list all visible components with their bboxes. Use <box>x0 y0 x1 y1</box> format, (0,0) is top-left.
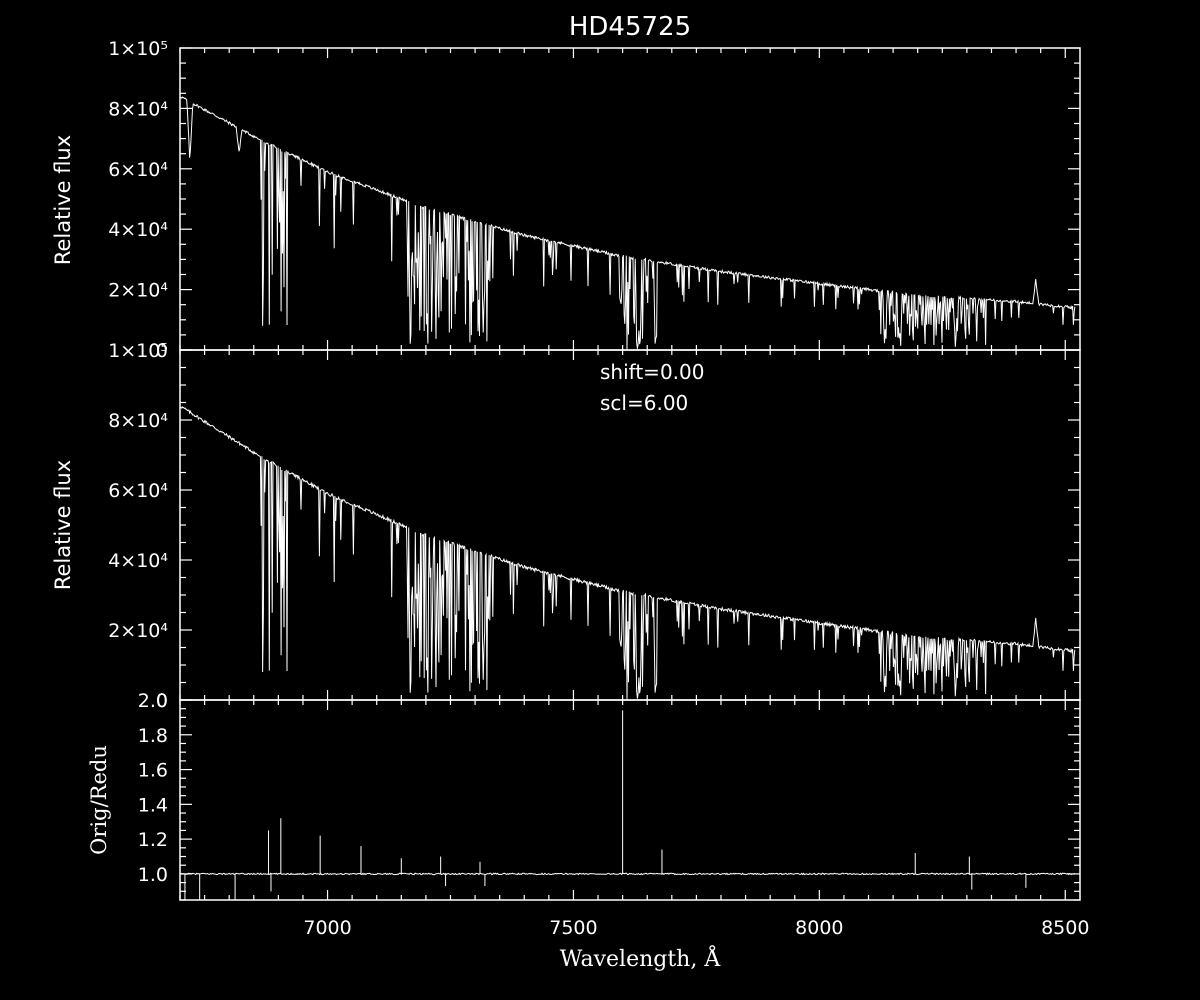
chart-title: HD45725 <box>569 12 691 42</box>
shift-annotation: shift=0.00 <box>600 360 704 384</box>
y-tick-label: 4×10⁴ <box>108 550 168 572</box>
y-tick-label: 8×10⁴ <box>108 410 168 432</box>
y-tick-label: 0 <box>156 690 168 712</box>
y-tick-label: 2.0 <box>138 690 168 712</box>
scl-annotation: scl=6.00 <box>600 391 688 415</box>
y-tick-label: 1.4 <box>138 794 168 816</box>
x-tick-label: 7500 <box>549 917 597 939</box>
y-tick-label: 4×10⁴ <box>108 219 168 241</box>
x-axis-label: Wavelength, Å <box>560 944 722 972</box>
y-tick-label: 1.6 <box>138 760 168 782</box>
y-tick-label: 1.2 <box>138 829 168 851</box>
y-tick-label: 2×10⁴ <box>108 280 168 302</box>
middle-ylabel: Relative flux <box>51 460 75 590</box>
x-tick-label: 8000 <box>795 917 843 939</box>
y-tick-label: 1×10⁵ <box>108 38 168 60</box>
series-layer <box>179 96 1076 900</box>
y-tick-label: 1×10⁵ <box>108 340 168 362</box>
y-tick-label: 1.8 <box>138 725 168 747</box>
y-tick-label: 6×10⁴ <box>108 480 168 502</box>
y-tick-label: 8×10⁴ <box>108 98 168 120</box>
spectrum-line <box>179 96 1076 350</box>
tick-labels: 02×10⁴4×10⁴6×10⁴8×10⁴1×10⁵02×10⁴4×10⁴6×1… <box>108 38 1089 939</box>
axis-ticks <box>179 47 1080 901</box>
y-tick-label: 1.0 <box>138 864 168 886</box>
top-ylabel: Relative flux <box>51 135 75 265</box>
spectrum-line <box>179 405 1076 699</box>
y-tick-label: 6×10⁴ <box>108 159 168 181</box>
x-tick-label: 7000 <box>303 917 351 939</box>
y-tick-label: 0 <box>156 340 168 362</box>
y-tick-label: 2×10⁴ <box>108 620 168 642</box>
panel-bottom-frame <box>179 699 1081 901</box>
bottom-ylabel: Orig/Redu <box>87 745 111 855</box>
x-tick-label: 8500 <box>1041 917 1089 939</box>
ratio-line <box>179 872 1076 876</box>
